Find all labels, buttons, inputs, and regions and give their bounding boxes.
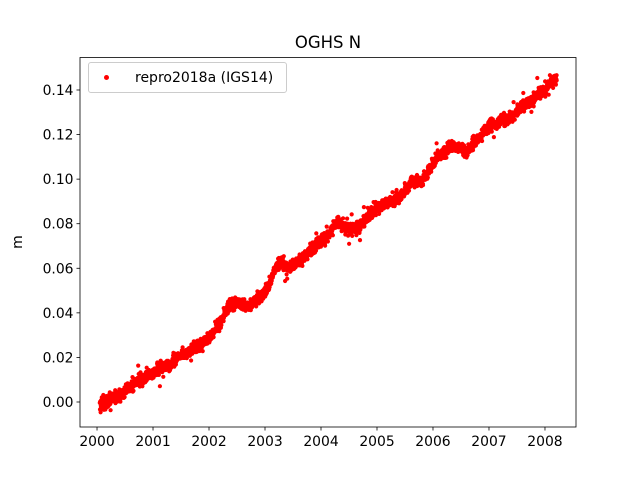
data-point <box>281 254 286 259</box>
data-point <box>161 374 166 379</box>
data-point <box>122 395 127 400</box>
data-point <box>347 241 352 246</box>
x-tick-label: 2005 <box>359 434 394 450</box>
y-tick-label: 0.00 <box>43 395 74 411</box>
data-point <box>390 190 395 195</box>
data-point <box>350 233 355 238</box>
data-point <box>361 205 366 210</box>
y-tick-label: 0.10 <box>43 172 74 188</box>
y-axis-label: m <box>10 235 26 249</box>
x-tick-label: 2002 <box>191 434 226 450</box>
data-point <box>551 85 556 90</box>
x-tick-label: 2007 <box>471 434 506 450</box>
data-point <box>546 92 551 97</box>
scatter-series <box>97 73 559 415</box>
data-point <box>254 304 259 309</box>
data-point <box>330 233 335 238</box>
data-point <box>314 231 319 236</box>
data-point <box>554 73 559 78</box>
data-point <box>521 90 526 96</box>
data-point <box>157 384 162 389</box>
axes-frame <box>79 57 577 428</box>
data-point <box>543 94 548 99</box>
y-tick-label: 0.06 <box>43 261 74 277</box>
data-point <box>98 410 103 415</box>
data-point <box>358 227 363 232</box>
legend: repro2018a (IGS14) <box>88 62 288 93</box>
data-point <box>444 155 449 160</box>
y-tick-label: 0.14 <box>43 83 74 99</box>
x-tick-label: 2008 <box>527 434 562 450</box>
data-point <box>300 263 305 268</box>
data-point <box>180 345 185 350</box>
x-tick-label: 2003 <box>247 434 282 450</box>
x-tick-label: 2000 <box>79 434 114 450</box>
data-point <box>345 216 350 221</box>
data-point <box>354 233 359 238</box>
legend-label: repro2018a (IGS14) <box>135 69 274 86</box>
data-point <box>553 82 559 87</box>
data-point <box>221 319 226 324</box>
data-point <box>305 257 310 262</box>
data-point <box>554 78 559 83</box>
data-point <box>189 358 194 363</box>
data-point <box>325 239 330 244</box>
data-point <box>470 148 476 153</box>
data-point <box>323 243 328 248</box>
data-point <box>480 138 485 144</box>
data-point <box>425 175 430 180</box>
data-point <box>429 169 434 174</box>
data-point <box>362 224 367 229</box>
data-point <box>108 408 113 413</box>
data-point <box>156 372 161 377</box>
data-point <box>219 323 224 328</box>
data-point <box>200 349 205 354</box>
data-point <box>543 79 548 84</box>
data-point <box>435 148 440 153</box>
data-point <box>535 75 540 81</box>
data-point <box>491 135 496 140</box>
data-point <box>529 109 534 114</box>
y-tick-label: 0.12 <box>43 128 74 144</box>
y-tick-label: 0.02 <box>43 350 74 366</box>
y-tick-label: 0.08 <box>43 217 74 233</box>
data-point <box>118 399 123 404</box>
y-tick-label: 0.04 <box>43 306 74 322</box>
data-point <box>131 388 136 393</box>
data-point <box>394 187 399 193</box>
chart-title: OGHS N <box>294 33 362 52</box>
x-tick-label: 2006 <box>415 434 450 450</box>
data-point <box>357 238 363 243</box>
data-point <box>324 224 329 229</box>
x-tick-label: 2004 <box>303 434 339 450</box>
data-point <box>284 272 289 277</box>
legend-marker-icon <box>104 75 109 80</box>
data-point <box>341 216 346 221</box>
data-point <box>406 188 412 193</box>
data-point <box>531 104 536 109</box>
data-point <box>512 117 517 122</box>
data-point <box>373 213 378 218</box>
data-point <box>434 141 439 146</box>
data-point <box>396 201 402 206</box>
data-point <box>420 183 426 188</box>
data-point <box>486 130 491 136</box>
data-point <box>490 117 495 122</box>
data-point <box>489 129 494 134</box>
data-point <box>285 276 290 281</box>
data-point <box>136 363 141 368</box>
data-point <box>211 335 216 340</box>
data-point <box>511 100 516 105</box>
x-tick-label: 2001 <box>135 434 170 450</box>
data-point <box>349 212 354 217</box>
